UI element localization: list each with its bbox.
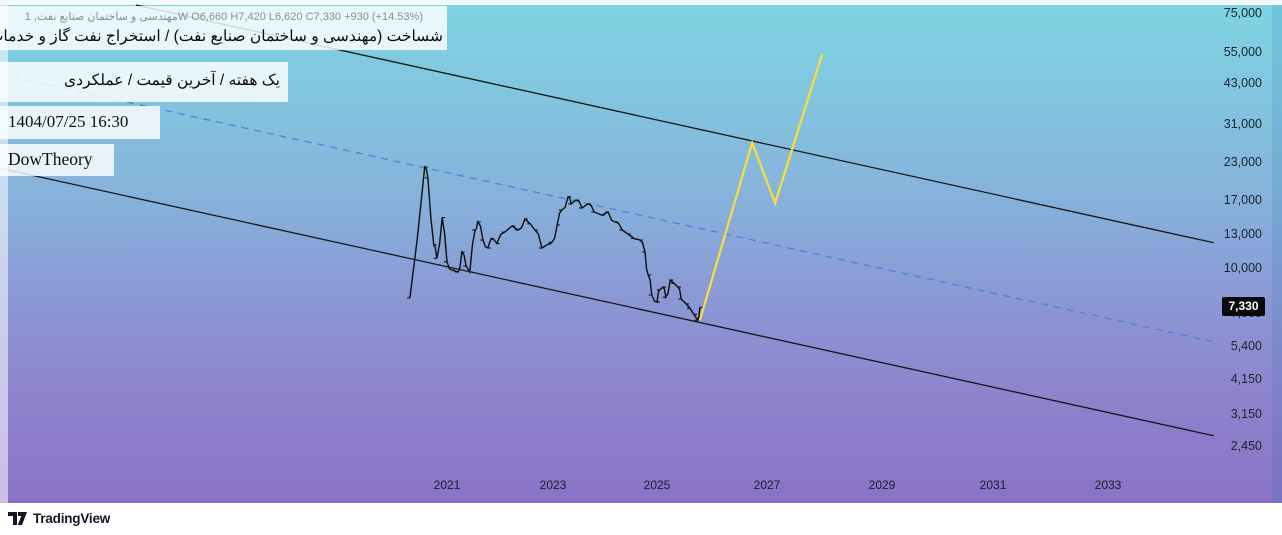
year-label-2023: 2023 (539, 478, 567, 492)
tradingview-logo-icon (8, 511, 27, 525)
price-tick-3150: 3,150 (1230, 406, 1262, 421)
legend-symbol-ohlc-line: مهندسی و ساختمان صنایع نفت, 1W O6,660 H7… (24, 11, 423, 23)
legend-watermark-box: DowTheory (0, 144, 114, 176)
price-tick-2450: 2,450 (1230, 438, 1262, 453)
tradingview-brand[interactable]: TradingView (8, 511, 110, 526)
year-label-2033: 2033 (1094, 478, 1122, 492)
trend-channel-lower-line[interactable] (0, 167, 1214, 437)
price-tick-17000: 17,000 (1223, 193, 1262, 208)
price-tick-55000: 55,000 (1223, 44, 1262, 59)
right-edge-strip (1272, 5, 1282, 503)
projection-line[interactable] (698, 53, 824, 321)
legend-title-box: مهندسی و ساختمان صنایع نفت, 1W O6,660 H7… (0, 6, 447, 50)
footer-bar: TradingView (0, 503, 1282, 535)
price-axis[interactable]: 75,000 55,000 43,000 31,000 23,000 17,000 13,0… (1202, 0, 1282, 503)
last-price-badge: 7,330 (1222, 297, 1265, 316)
year-label-2031: 2031 (979, 478, 1007, 492)
price-tick-5400: 5,400 (1230, 338, 1262, 353)
year-label-2025: 2025 (643, 478, 671, 492)
legend-datetime-box: 1404/07/25 16:30 (0, 106, 160, 139)
price-tick-4150: 4,150 (1230, 371, 1262, 386)
price-tick-43000: 43,000 (1223, 75, 1262, 90)
price-series-bar-notches[interactable] (406, 166, 703, 321)
left-edge-strip (0, 5, 8, 503)
legend-datetime: 1404/07/25 16:30 (8, 112, 129, 131)
price-tick-75000: 75,000 (1223, 5, 1262, 20)
price-tick-31000: 31,000 (1223, 117, 1262, 132)
price-tick-10000: 10,000 (1223, 260, 1262, 275)
legend-title: شساخت (مهندسی و ساختمان صنایع نفت) / است… (0, 28, 443, 45)
price-tick-23000: 23,000 (1223, 155, 1262, 170)
year-label-2027: 2027 (753, 478, 781, 492)
legend-watermark: DowTheory (8, 149, 93, 169)
price-series[interactable] (409, 165, 701, 322)
time-axis[interactable]: 2021 2023 2025 2027 2029 2031 2033 (0, 470, 1282, 503)
tradingview-brand-name: TradingView (33, 511, 111, 526)
legend-subtitle-box: یک هفته / آخرین قیمت / عملکردی (0, 62, 288, 102)
legend-subtitle: یک هفته / آخرین قیمت / عملکردی (64, 72, 280, 89)
price-tick-13000: 13,000 (1223, 227, 1262, 242)
year-label-2021: 2021 (433, 478, 461, 492)
year-label-2029: 2029 (868, 478, 896, 492)
